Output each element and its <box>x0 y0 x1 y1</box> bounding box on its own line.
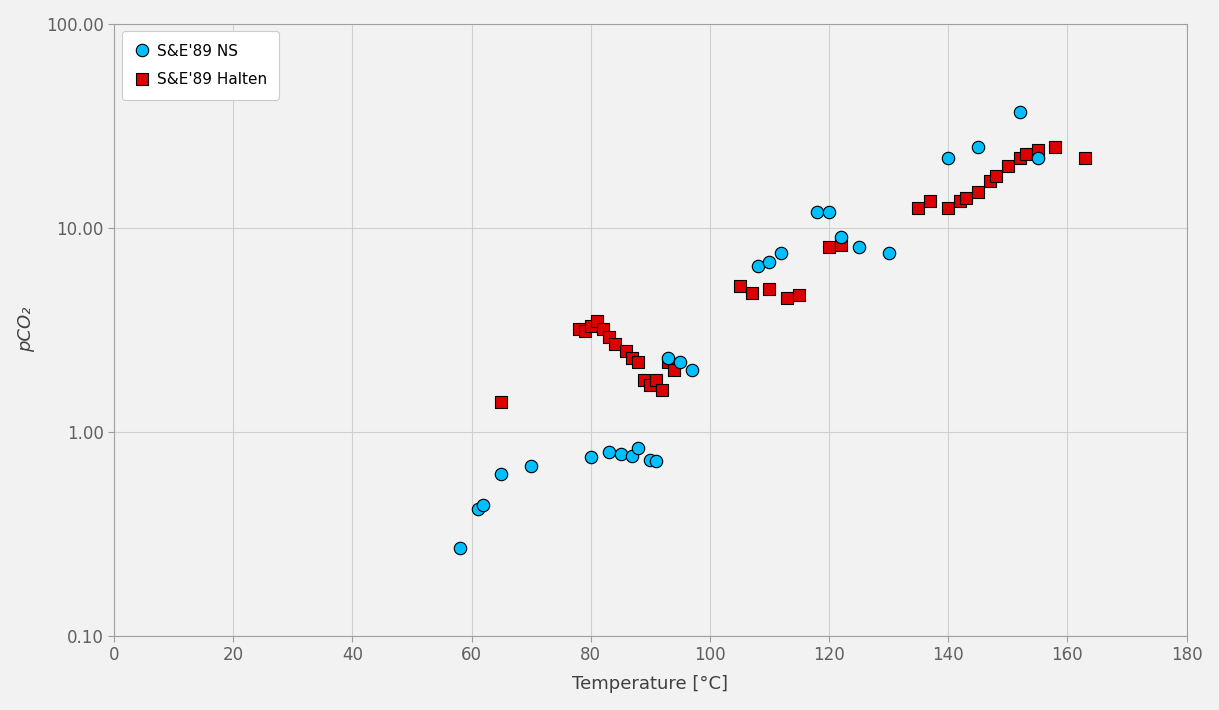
S&E'89 Halten <box>778 293 797 304</box>
S&E'89 NS <box>772 248 791 259</box>
S&E'89 NS <box>670 356 690 368</box>
S&E'89 Halten <box>592 323 612 334</box>
S&E'89 NS <box>581 452 601 463</box>
S&E'89 Halten <box>968 186 987 197</box>
S&E'89 Halten <box>831 239 851 251</box>
S&E'89 NS <box>850 242 869 253</box>
S&E'89 Halten <box>1015 148 1035 160</box>
S&E'89 Halten <box>599 332 618 343</box>
S&E'89 Halten <box>629 356 649 368</box>
S&E'89 Halten <box>646 374 666 386</box>
S&E'89 Halten <box>658 356 678 368</box>
S&E'89 Halten <box>581 320 601 332</box>
X-axis label: Temperature [°C]: Temperature [°C] <box>572 675 728 694</box>
S&E'89 Halten <box>742 287 762 298</box>
S&E'89 Halten <box>957 192 976 204</box>
S&E'89 Halten <box>664 365 684 376</box>
S&E'89 NS <box>831 231 851 243</box>
S&E'89 NS <box>640 454 659 465</box>
S&E'89 Halten <box>951 195 970 207</box>
S&E'89 Halten <box>617 345 636 356</box>
S&E'89 Halten <box>1046 141 1065 152</box>
S&E'89 NS <box>646 455 666 466</box>
S&E'89 Halten <box>575 326 595 337</box>
S&E'89 Halten <box>986 170 1006 181</box>
S&E'89 Halten <box>569 323 589 334</box>
S&E'89 NS <box>611 448 630 459</box>
S&E'89 Halten <box>652 384 672 395</box>
S&E'89 NS <box>968 141 987 152</box>
S&E'89 Halten <box>998 160 1018 172</box>
S&E'89 NS <box>1011 106 1030 117</box>
S&E'89 NS <box>1028 152 1047 163</box>
S&E'89 Halten <box>939 202 958 214</box>
S&E'89 Halten <box>759 283 779 295</box>
S&E'89 NS <box>879 248 898 259</box>
S&E'89 Halten <box>790 289 809 300</box>
S&E'89 Halten <box>1075 152 1095 163</box>
Y-axis label: pCO₂: pCO₂ <box>17 307 34 352</box>
S&E'89 NS <box>599 446 618 457</box>
S&E'89 Halten <box>635 374 655 386</box>
S&E'89 NS <box>491 469 511 480</box>
S&E'89 NS <box>747 260 767 271</box>
S&E'89 NS <box>819 206 839 217</box>
S&E'89 NS <box>468 503 488 514</box>
S&E'89 NS <box>474 499 494 510</box>
S&E'89 Halten <box>920 195 940 207</box>
S&E'89 Halten <box>491 396 511 408</box>
S&E'89 NS <box>759 256 779 268</box>
S&E'89 Halten <box>730 280 750 291</box>
S&E'89 Halten <box>908 202 928 214</box>
S&E'89 NS <box>629 442 649 454</box>
S&E'89 NS <box>658 352 678 364</box>
Legend: S&E'89 NS, S&E'89 Halten: S&E'89 NS, S&E'89 Halten <box>122 31 279 99</box>
S&E'89 NS <box>683 365 702 376</box>
S&E'89 NS <box>939 152 958 163</box>
S&E'89 NS <box>807 206 826 217</box>
S&E'89 NS <box>522 460 541 471</box>
S&E'89 Halten <box>819 242 839 253</box>
S&E'89 Halten <box>980 175 1000 186</box>
S&E'89 NS <box>450 542 469 554</box>
S&E'89 Halten <box>623 352 642 364</box>
S&E'89 NS <box>623 450 642 462</box>
S&E'89 Halten <box>640 379 659 391</box>
S&E'89 Halten <box>586 315 606 327</box>
S&E'89 Halten <box>1011 152 1030 163</box>
S&E'89 Halten <box>1028 144 1047 155</box>
S&E'89 Halten <box>605 338 624 349</box>
